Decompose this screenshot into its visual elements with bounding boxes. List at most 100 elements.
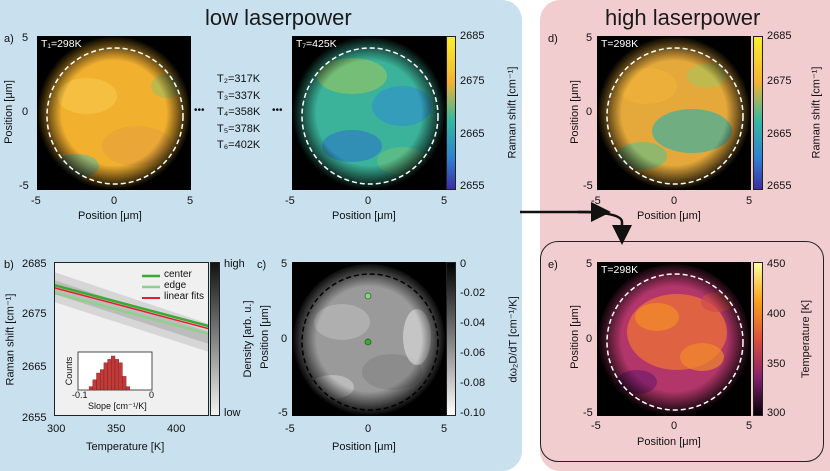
inset-xlabel: Slope [cm⁻¹/K]	[88, 401, 147, 411]
map-a7-xtick-m5: -5	[285, 195, 295, 207]
high-power-title: high laserpower	[605, 5, 761, 30]
map-d-ytick-5: 5	[586, 32, 593, 44]
map-a1-ytick-0: 0	[22, 106, 29, 118]
temperature-colorbar	[753, 262, 763, 416]
temperature-list: T₂=317K T₃=337K T₄=358K T₅=378K T₆=402K	[217, 71, 260, 154]
temp-t5: T₅=378K	[217, 122, 261, 135]
c-xlabel: Position [μm]	[332, 441, 396, 453]
legend-edge: edge	[164, 280, 187, 291]
temperature-map	[597, 262, 751, 416]
slope-tick-0.10: -0.10	[460, 407, 486, 419]
inset-bar	[88, 386, 94, 391]
e-ytick-0: 0	[586, 333, 593, 345]
c-ytick-0: 0	[281, 333, 288, 345]
series-linear-fits	[54, 286, 209, 330]
map-a1-xtick-5: 5	[187, 195, 194, 207]
map-a7	[292, 36, 446, 190]
c-xtick-m5: -5	[285, 423, 295, 435]
map-d-xtick-m5: -5	[591, 195, 601, 207]
c-xtick-5: 5	[441, 423, 448, 435]
temp-cbar-label: Temperature [K]	[800, 299, 812, 379]
slope-tick-0.08: -0.08	[460, 377, 486, 389]
series-edge	[54, 291, 209, 336]
map-a1-ylabel: Position [μm]	[3, 80, 15, 144]
flow-arrows	[520, 202, 632, 245]
b-xtick-300: 300	[47, 423, 66, 435]
b-xtick-400: 400	[167, 423, 186, 435]
panel-d-letter: d)	[548, 33, 558, 45]
inset-bar	[122, 376, 127, 391]
cbar-d-tick-2675: 2675	[767, 75, 792, 87]
slope-tick-0: 0	[460, 258, 467, 270]
raman-vs-temperature-plot	[54, 262, 209, 416]
center-point-marker	[364, 338, 372, 346]
raman-colorbar-a	[446, 36, 456, 190]
slope-colorbar	[446, 262, 456, 416]
inset-bar	[118, 362, 123, 391]
density-colorbar	[210, 262, 220, 416]
inset-xtick-0: 0	[149, 390, 155, 400]
slope-tick-0.06: -0.06	[460, 347, 486, 359]
inset-bar	[125, 386, 130, 391]
inset-bar	[107, 359, 112, 391]
map-d-temp: T=298K	[601, 38, 639, 50]
temperature-list-dots-right: •••	[272, 105, 283, 116]
inset-ylabel: Counts	[64, 356, 74, 386]
map-a7-temp: T₇=425K	[296, 38, 337, 50]
c-xtick-0: 0	[365, 423, 372, 435]
cbar-d-tick-2685: 2685	[767, 30, 792, 42]
e-xtick-m5: -5	[591, 420, 601, 432]
inset-xtick-m0.1: -0.1	[72, 390, 88, 400]
legend-center: center	[164, 269, 192, 280]
map-a1-ytick-5: 5	[22, 32, 29, 44]
inset-bar	[92, 379, 97, 391]
b-xtick-350: 350	[107, 423, 126, 435]
map-d-xtick-5: 5	[746, 195, 753, 207]
b-ytick-2665: 2665	[22, 361, 47, 373]
map-d-xlabel: Position [μm]	[637, 210, 701, 222]
cbar-a-label: Raman shift [cm⁻¹]	[506, 66, 519, 159]
map-a1-ytick-m5: -5	[19, 180, 29, 192]
b-ytick-2655: 2655	[22, 412, 47, 424]
temp-t3: T₃=337K	[217, 89, 261, 102]
slope-label: dω₂D/dT [cm⁻¹/K]	[507, 296, 520, 383]
map-a1-xtick-0: 0	[111, 195, 118, 207]
c-ylabel: Position [μm]	[259, 305, 271, 369]
map-d	[597, 36, 751, 190]
density-label: Density [arb. u.]	[242, 300, 254, 378]
temp-t4: T₄=358K	[217, 106, 261, 118]
temp-cbar-tick-350: 350	[767, 358, 786, 370]
b-ytick-2675: 2675	[22, 308, 47, 320]
cbar-d-tick-2655: 2655	[767, 180, 792, 192]
inset-bar	[111, 355, 116, 391]
cbar-d-tick-2665: 2665	[767, 128, 792, 140]
b-xlabel: Temperature [K]	[86, 441, 165, 453]
slope-tick-0.04: -0.04	[460, 317, 486, 329]
panel-e-frame	[540, 241, 824, 462]
e-xtick-0: 0	[671, 420, 678, 432]
map-e-temp: T=298K	[601, 264, 639, 276]
map-a7-xlabel: Position [μm]	[332, 210, 396, 222]
temperature-list-dots-left: •••	[194, 105, 205, 116]
cbar-a-tick-2665: 2665	[460, 128, 485, 140]
cbar-a-tick-2685: 2685	[460, 30, 485, 42]
legend-linear-fits: linear fits	[164, 291, 205, 302]
low-power-title: low laserpower	[205, 5, 352, 30]
map-a1-xtick-m5: -5	[31, 195, 41, 207]
panel-b-letter: b)	[4, 259, 14, 271]
e-ylabel: Position [μm]	[569, 305, 581, 369]
cbar-a-tick-2655: 2655	[460, 180, 485, 192]
raman-colorbar-d	[753, 36, 763, 190]
map-d-ytick-m5: -5	[583, 180, 593, 192]
slope-map	[292, 262, 446, 416]
temp-cbar-tick-300: 300	[767, 407, 786, 419]
temp-t2: T₂=317K	[217, 73, 261, 85]
map-d-xtick-0: 0	[671, 195, 678, 207]
b-ytick-2685: 2685	[22, 258, 47, 270]
density-tick-high: high	[224, 258, 245, 270]
e-ytick-5: 5	[586, 258, 593, 270]
temp-cbar-tick-450: 450	[767, 258, 786, 270]
map-a7-xtick-5: 5	[441, 195, 448, 207]
map-a1	[37, 36, 191, 190]
density-tick-low: low	[224, 407, 241, 419]
